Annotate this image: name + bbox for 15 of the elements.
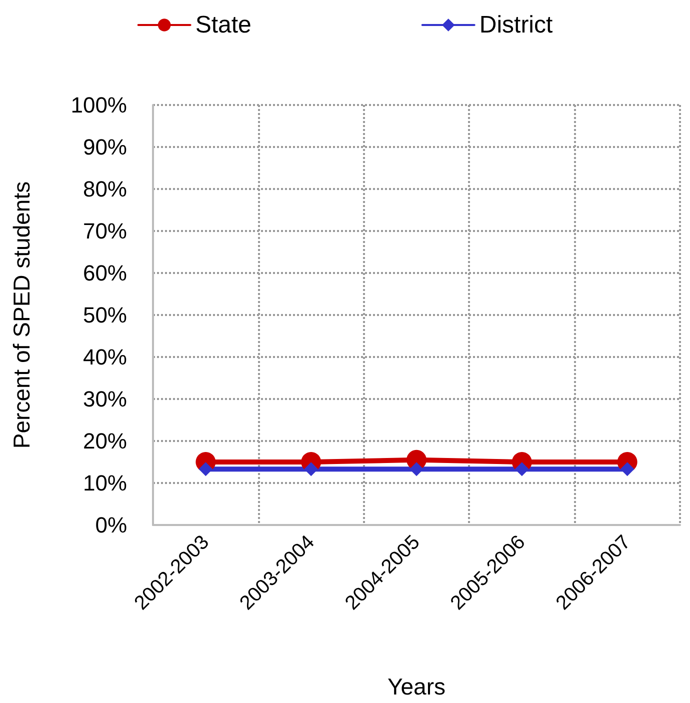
y-tick-label: 60% (82, 260, 127, 286)
y-tick-label: 20% (82, 428, 127, 454)
y-tick-label: 40% (82, 344, 127, 370)
legend-label: State (195, 12, 252, 38)
y-axis-title: Percent of SPED students (8, 181, 34, 449)
y-tick-label: 100% (70, 92, 127, 118)
y-tick-label: 30% (82, 386, 127, 412)
x-axis-title: Years (388, 674, 446, 700)
y-tick-label: 50% (82, 302, 127, 328)
y-tick-label: 80% (82, 176, 127, 202)
y-tick-label: 0% (95, 512, 127, 538)
legend-label: District (479, 12, 554, 38)
y-tick-label: 90% (82, 134, 127, 160)
y-tick-label: 10% (82, 470, 127, 496)
y-tick-label: 70% (82, 218, 127, 244)
